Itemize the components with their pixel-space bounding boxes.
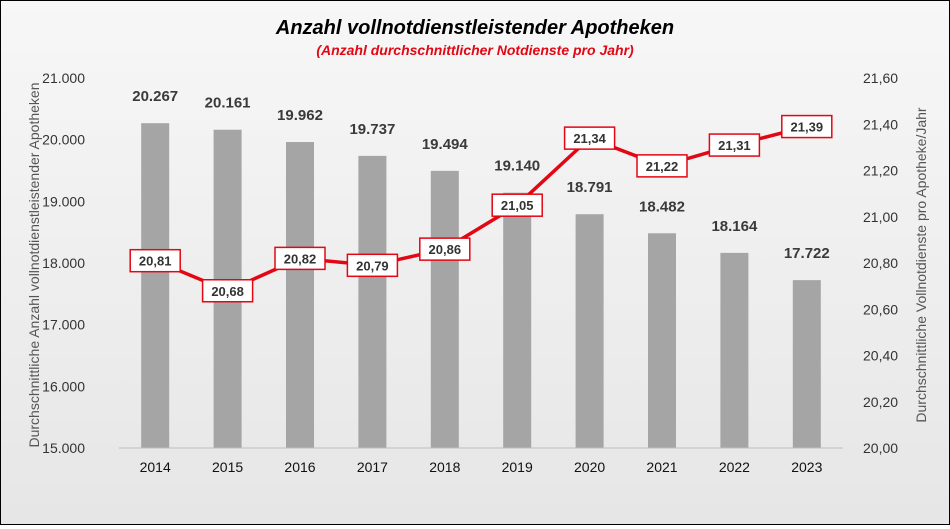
line-value-label: 21,31 <box>718 138 751 153</box>
bar <box>286 142 314 448</box>
x-tick-label: 2022 <box>719 459 750 475</box>
x-tick-label: 2017 <box>357 459 388 475</box>
x-tick-label: 2021 <box>646 459 677 475</box>
line-point-marker <box>346 253 399 278</box>
y-tick-label: 21.000 <box>42 70 85 86</box>
y-tick-label: 15.000 <box>42 440 85 456</box>
bar <box>720 252 749 448</box>
x-tick-label: 2015 <box>212 459 243 475</box>
y-tick-label: 20.000 <box>42 132 85 148</box>
y2-tick-label: 21,20 <box>863 163 898 179</box>
line-point-marker <box>129 248 181 273</box>
bar <box>358 155 387 448</box>
y2-tick-label: 20,20 <box>863 394 898 410</box>
line-value-label: 21,39 <box>791 120 824 135</box>
bar-value-label: 18.164 <box>711 218 758 235</box>
y2-tick-label: 21,40 <box>863 116 898 132</box>
x-tick-label: 2020 <box>574 459 605 475</box>
line-point-marker <box>708 133 761 157</box>
x-tick-label: 2019 <box>502 459 533 475</box>
x-tick-label: 2023 <box>791 459 822 475</box>
bar <box>575 214 604 448</box>
line-point-marker <box>274 246 326 271</box>
bar <box>503 192 532 448</box>
y2-tick-label: 21,60 <box>863 70 898 86</box>
chart-subtitle: (Anzahl durchschnittlicher Notdienste pr… <box>316 42 634 58</box>
chart-title: Anzahl vollnotdienstleistender Apotheken <box>275 17 674 39</box>
y-tick-label: 16.000 <box>42 378 85 394</box>
line-point-marker <box>419 237 471 261</box>
y-tick-label: 17.000 <box>42 317 85 333</box>
y2-tick-label: 21,00 <box>863 209 898 225</box>
bar <box>648 233 676 448</box>
line-point-marker <box>563 126 616 150</box>
bar-value-label: 18.791 <box>567 179 613 196</box>
y2-tick-label: 20,40 <box>863 348 898 364</box>
x-tick-label: 2016 <box>284 459 315 475</box>
y-axis-label: Durchschnittliche Anzahl vollnotdienstle… <box>26 82 42 447</box>
x-tick-label: 2018 <box>429 459 460 475</box>
bar-value-label: 20.267 <box>132 88 178 105</box>
bar <box>430 170 459 448</box>
x-tick-label: 2014 <box>140 459 171 475</box>
line-value-label: 21,05 <box>501 198 534 213</box>
line-value-label: 21,34 <box>573 131 606 146</box>
line-series <box>154 124 808 293</box>
y2-tick-label: 20,00 <box>863 440 898 456</box>
bar-value-label: 19.737 <box>349 121 395 138</box>
bar <box>141 123 170 449</box>
y2-tick-label: 20,60 <box>863 301 898 317</box>
bar <box>792 280 821 448</box>
line-point-marker <box>636 154 688 178</box>
y-tick-label: 18.000 <box>42 255 85 271</box>
bar-value-label: 17.722 <box>784 245 830 262</box>
line-value-label: 20,68 <box>211 284 244 299</box>
line-value-label: 20,86 <box>429 242 462 257</box>
line-point-marker <box>781 114 833 139</box>
bar-value-label: 19.962 <box>277 107 323 124</box>
bar-value-label: 19.140 <box>494 158 540 175</box>
bar-value-label: 20.161 <box>205 95 251 112</box>
y2-axis-label: Durchschnittliche Vollnotdienste pro Apo… <box>913 107 929 423</box>
line-point-marker <box>491 193 543 217</box>
line-value-label: 21,22 <box>646 159 679 174</box>
line-value-label: 20,81 <box>139 254 172 269</box>
bar-value-label: 19.494 <box>422 136 469 153</box>
bar-value-label: 18.482 <box>639 198 685 215</box>
line-value-label: 20,82 <box>284 251 317 266</box>
line-value-label: 20,79 <box>356 258 389 273</box>
line-point-marker <box>201 279 254 303</box>
y-tick-label: 19.000 <box>42 193 85 209</box>
y2-tick-label: 20,80 <box>863 255 898 271</box>
